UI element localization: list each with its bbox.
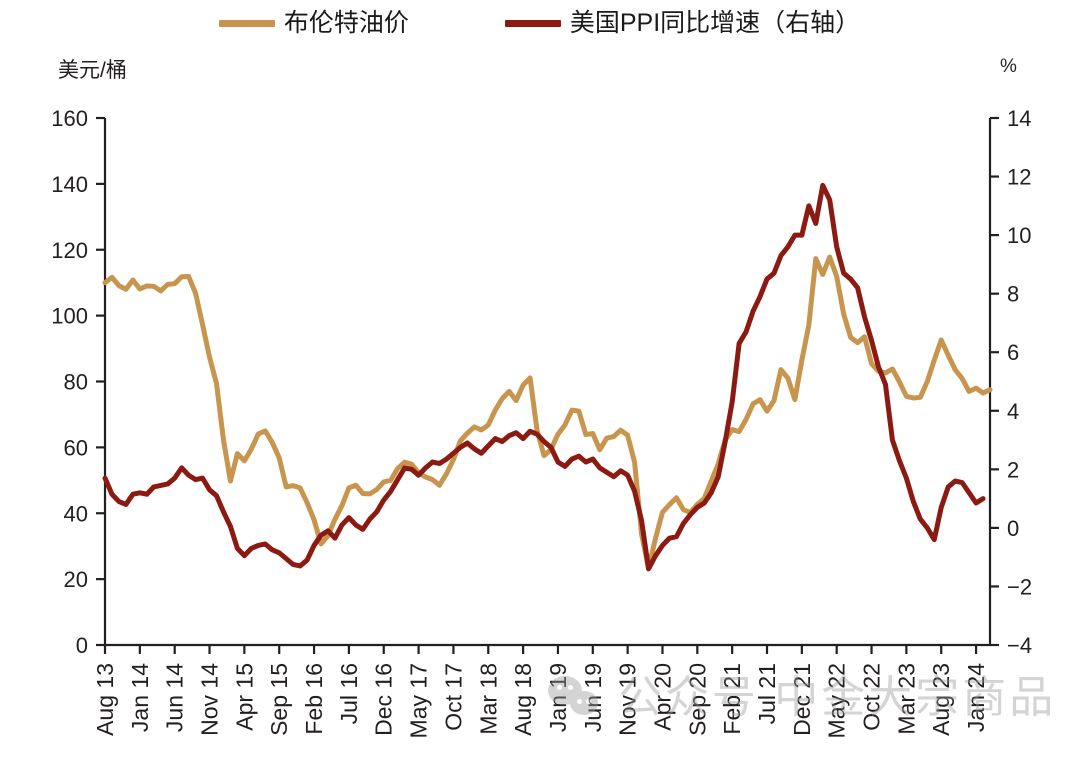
x-axis-tick-label: Jul 21 <box>754 663 780 724</box>
y-axis-left-tick-label: 80 <box>64 370 88 395</box>
y-axis-right-tick-label: 0 <box>1007 516 1019 541</box>
y-axis-right-tick-label: 8 <box>1007 282 1019 307</box>
x-axis-tick-label: May 22 <box>824 663 850 738</box>
x-axis-tick-label: Aug 13 <box>92 663 118 736</box>
y-axis-left-tick-label: 120 <box>51 238 88 263</box>
x-axis-tick-label: Dec 16 <box>371 663 397 736</box>
y-axis-right-tick-label: 6 <box>1007 340 1019 365</box>
legend-entry-brent: 布伦特油价 <box>218 8 409 37</box>
x-axis-tick-label: May 17 <box>406 663 432 738</box>
x-axis-tick-label: Aug 23 <box>928 663 954 736</box>
x-axis-tick-label: Feb 21 <box>719 663 745 735</box>
y-axis-right-tick-label: −2 <box>1007 574 1032 599</box>
x-axis-tick-label: Apr 20 <box>649 663 675 731</box>
series-line-brent <box>102 254 993 571</box>
y-axis-left-tick-label: 140 <box>51 172 88 197</box>
y-axis-right-tick-label: 10 <box>1007 223 1031 248</box>
y-axis-right-tick-label: 14 <box>1007 106 1031 131</box>
x-axis-tick-label: Sep 15 <box>266 663 292 736</box>
x-axis-tick-label: Mar 23 <box>893 663 919 735</box>
y-axis-right-tick-label: 2 <box>1007 457 1019 482</box>
x-axis: Aug 13 Jan 14 Jun 14 Nov 14 Apr 15 Sep 15 Feb … <box>92 645 989 738</box>
x-axis-tick-label: Feb 16 <box>301 663 327 735</box>
x-axis-tick-label: Jan 24 <box>963 663 989 732</box>
x-axis-tick-label: Jun 19 <box>580 663 606 732</box>
x-axis-tick-label: Nov 14 <box>197 663 223 736</box>
x-axis-tick-label: Oct 22 <box>859 663 885 731</box>
y-axis-left-tick-label: 40 <box>64 501 88 526</box>
x-axis-tick-label: Dec 21 <box>789 663 815 736</box>
legend-label-ppi: 美国PPI同比增速（右轴） <box>569 8 861 37</box>
x-axis-tick-label: Sep 20 <box>684 663 710 736</box>
legend-swatch-brent <box>218 19 275 27</box>
y-axis-right: −4 −2 0 2 4 6 8 10 12 14 <box>990 106 1032 658</box>
x-axis-tick-label: Jan 14 <box>127 663 153 732</box>
right-axis-unit-label: % <box>1000 56 1017 77</box>
legend-label-brent: 布伦特油价 <box>283 8 409 37</box>
legend-entry-ppi: 美国PPI同比增速（右轴） <box>504 8 861 37</box>
x-axis-tick-label: Jun 14 <box>162 663 188 732</box>
y-axis-left-tick-label: 160 <box>51 106 88 131</box>
x-axis-tick-label: Aug 18 <box>510 663 536 736</box>
left-axis-unit-label: 美元/桶 <box>58 59 127 82</box>
x-axis-tick-label: Nov 19 <box>615 663 641 736</box>
x-axis-tick-label: Oct 17 <box>440 663 466 731</box>
y-axis-right-tick-label: 12 <box>1007 165 1031 190</box>
y-axis-right-tick-label: −4 <box>1007 633 1032 658</box>
axis-frame <box>103 118 992 647</box>
y-axis-right-tick-label: 4 <box>1007 399 1019 424</box>
y-axis-left-tick-label: 0 <box>76 633 88 658</box>
series-line-ppi <box>102 182 986 572</box>
legend-swatch-ppi <box>504 19 561 27</box>
data-series-group <box>102 182 993 572</box>
x-axis-tick-label: Jul 16 <box>336 663 362 724</box>
x-axis-tick-label: Apr 15 <box>231 663 257 731</box>
chart-legend: 布伦特油价 美国PPI同比增速（右轴） <box>0 0 1079 46</box>
x-axis-tick-label: Mar 18 <box>475 663 501 735</box>
y-axis-left: 0 20 40 60 80 100 120 140 160 <box>51 106 105 658</box>
y-axis-left-tick-label: 100 <box>51 304 88 329</box>
x-axis-tick-label: Jan 19 <box>545 663 571 732</box>
y-axis-left-tick-label: 20 <box>64 567 88 592</box>
y-axis-left-tick-label: 60 <box>64 435 88 460</box>
